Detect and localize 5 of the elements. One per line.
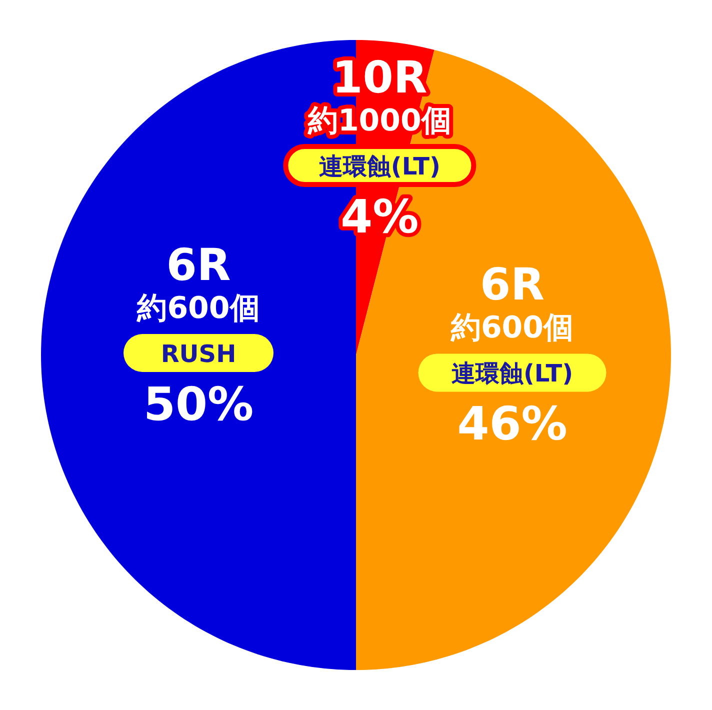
slice-label: 6R約600個 bbox=[136, 240, 260, 326]
data-label: 46% bbox=[457, 396, 568, 451]
data-label: 4% bbox=[340, 189, 419, 244]
slice-label: 6R約600個 bbox=[450, 260, 574, 346]
data-label: 50% bbox=[143, 377, 254, 431]
